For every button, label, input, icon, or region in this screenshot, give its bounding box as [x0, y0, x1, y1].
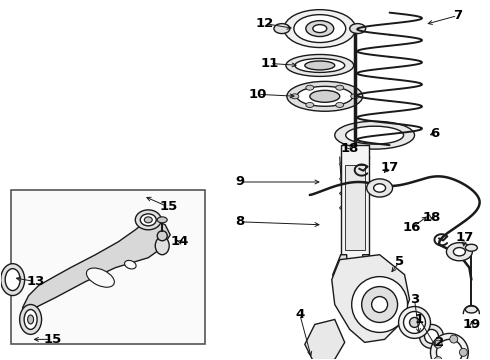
Ellipse shape	[24, 310, 37, 329]
Text: 18: 18	[341, 141, 359, 155]
Ellipse shape	[295, 58, 345, 72]
Ellipse shape	[155, 237, 169, 255]
Ellipse shape	[374, 184, 386, 192]
Ellipse shape	[313, 24, 327, 32]
Ellipse shape	[27, 315, 34, 324]
Circle shape	[352, 276, 408, 332]
Text: 12: 12	[256, 17, 274, 30]
Ellipse shape	[466, 244, 477, 251]
Ellipse shape	[5, 269, 20, 291]
Polygon shape	[333, 255, 347, 289]
Ellipse shape	[404, 311, 425, 333]
Text: 10: 10	[249, 88, 267, 101]
Ellipse shape	[410, 318, 419, 328]
Polygon shape	[23, 220, 170, 318]
Ellipse shape	[343, 154, 367, 161]
Ellipse shape	[345, 234, 365, 242]
Ellipse shape	[297, 86, 353, 106]
Text: 8: 8	[235, 215, 245, 228]
Polygon shape	[363, 255, 377, 289]
Ellipse shape	[437, 339, 463, 360]
Circle shape	[334, 275, 343, 285]
Ellipse shape	[340, 190, 369, 197]
Ellipse shape	[336, 103, 343, 107]
Polygon shape	[332, 255, 410, 342]
Ellipse shape	[431, 333, 468, 360]
Text: 19: 19	[462, 318, 481, 331]
Text: 5: 5	[395, 255, 404, 268]
Polygon shape	[305, 319, 345, 360]
Text: 3: 3	[410, 293, 419, 306]
Ellipse shape	[306, 85, 314, 90]
Text: 6: 6	[430, 127, 439, 140]
Ellipse shape	[343, 168, 367, 175]
Circle shape	[371, 297, 388, 312]
Bar	[345, 222, 365, 227]
Ellipse shape	[274, 24, 290, 33]
Ellipse shape	[367, 179, 392, 197]
Text: 16: 16	[402, 221, 421, 234]
Bar	[341, 145, 368, 270]
Ellipse shape	[135, 210, 161, 230]
Ellipse shape	[284, 10, 356, 48]
Text: 15: 15	[159, 201, 177, 213]
Text: 7: 7	[453, 9, 462, 22]
Bar	[345, 165, 365, 250]
Ellipse shape	[86, 268, 114, 287]
Ellipse shape	[336, 85, 343, 90]
Bar	[346, 229, 364, 234]
Ellipse shape	[294, 15, 346, 42]
Ellipse shape	[157, 231, 167, 241]
Ellipse shape	[424, 329, 439, 343]
Ellipse shape	[343, 197, 367, 204]
Circle shape	[450, 335, 458, 343]
Ellipse shape	[340, 175, 369, 183]
Text: 15: 15	[44, 333, 62, 346]
Text: 13: 13	[26, 275, 45, 288]
Text: 14: 14	[171, 235, 189, 248]
Ellipse shape	[306, 103, 314, 107]
Ellipse shape	[124, 260, 136, 269]
Ellipse shape	[351, 94, 359, 99]
Ellipse shape	[0, 264, 24, 296]
Ellipse shape	[466, 306, 477, 313]
Ellipse shape	[340, 161, 369, 168]
Text: 9: 9	[236, 175, 245, 189]
Text: 18: 18	[422, 211, 441, 224]
Ellipse shape	[343, 183, 367, 190]
Ellipse shape	[157, 217, 167, 223]
Bar	[343, 215, 366, 220]
Ellipse shape	[20, 305, 42, 334]
Ellipse shape	[305, 61, 335, 70]
Text: 4: 4	[295, 308, 304, 321]
Ellipse shape	[286, 54, 354, 76]
Ellipse shape	[140, 214, 156, 226]
Ellipse shape	[446, 243, 472, 261]
Ellipse shape	[346, 126, 404, 144]
Text: 17: 17	[380, 161, 399, 174]
Circle shape	[366, 275, 376, 285]
Text: 1: 1	[415, 313, 424, 326]
Text: 17: 17	[455, 231, 473, 244]
Ellipse shape	[291, 94, 299, 99]
Bar	[11, 190, 205, 345]
Ellipse shape	[398, 306, 431, 338]
Ellipse shape	[419, 324, 443, 348]
Ellipse shape	[144, 217, 152, 223]
Circle shape	[460, 348, 467, 356]
Ellipse shape	[350, 24, 366, 33]
Ellipse shape	[335, 121, 415, 149]
Circle shape	[434, 356, 442, 360]
Ellipse shape	[453, 248, 465, 256]
Ellipse shape	[340, 204, 369, 211]
Text: 11: 11	[261, 57, 279, 70]
Text: 2: 2	[435, 336, 444, 349]
Ellipse shape	[310, 90, 340, 102]
Ellipse shape	[287, 81, 363, 111]
Circle shape	[434, 340, 442, 348]
Ellipse shape	[306, 21, 334, 37]
Circle shape	[362, 287, 397, 323]
